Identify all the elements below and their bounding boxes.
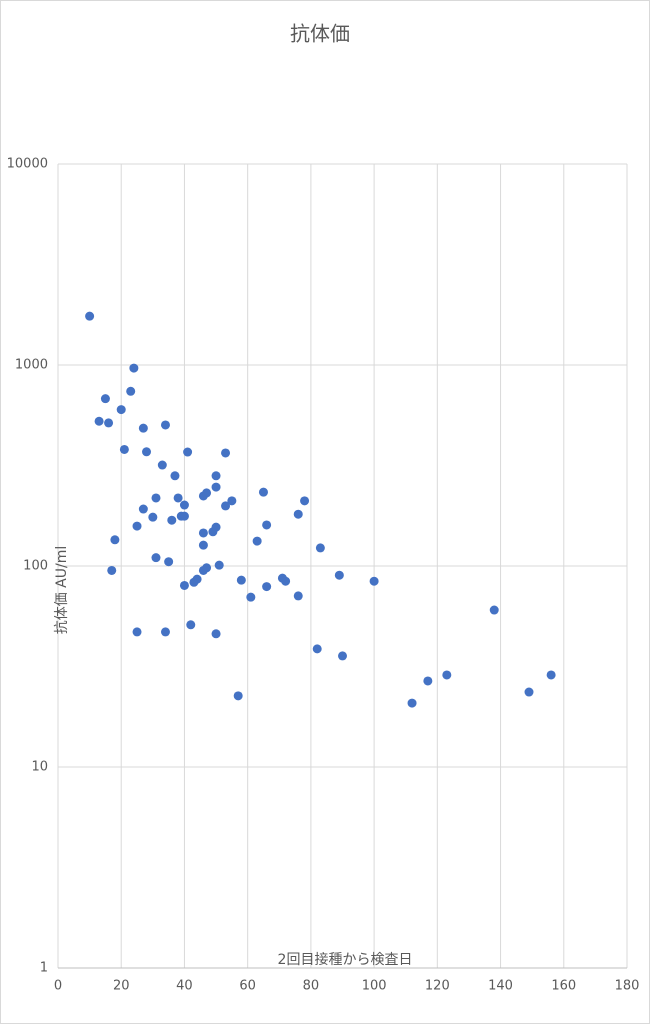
data-point — [211, 471, 221, 481]
data-point — [407, 698, 417, 708]
data-point — [214, 560, 224, 570]
x-axis-label: 2回目接種から検査日 — [278, 951, 413, 968]
data-point — [221, 448, 231, 458]
data-point — [338, 651, 347, 661]
data-point — [129, 363, 139, 373]
data-point — [334, 570, 344, 580]
data-point — [138, 504, 148, 514]
data-point — [489, 605, 499, 615]
data-point — [186, 620, 196, 630]
data-point — [211, 482, 221, 492]
data-point — [258, 487, 268, 497]
data-point — [183, 447, 193, 457]
data-point — [211, 522, 221, 532]
data-point — [293, 509, 303, 519]
data-point — [94, 416, 104, 426]
data-point — [116, 405, 126, 415]
x-tick-label: 160 — [551, 979, 576, 994]
data-point — [315, 543, 325, 553]
data-point — [160, 627, 170, 637]
y-tick-label: 10000 — [7, 157, 48, 172]
data-point — [211, 629, 221, 639]
data-point — [546, 670, 556, 680]
data-point — [170, 471, 180, 481]
data-point — [160, 420, 170, 430]
data-point — [119, 444, 129, 454]
data-point — [107, 565, 117, 575]
data-point — [100, 394, 110, 404]
data-point — [312, 644, 322, 654]
data-point — [423, 676, 433, 686]
data-point — [252, 536, 262, 546]
data-point — [142, 447, 152, 457]
data-point — [179, 500, 189, 510]
data-point — [157, 460, 167, 470]
y-tick-label: 1 — [40, 961, 48, 976]
data-point — [192, 574, 202, 584]
x-tick-label: 20 — [113, 979, 130, 994]
data-point — [132, 521, 142, 531]
x-tick-label: 140 — [488, 979, 513, 994]
x-tick-label: 80 — [303, 979, 320, 994]
data-point — [167, 515, 177, 525]
data-point — [227, 496, 237, 506]
data-point — [126, 386, 136, 396]
data-point — [110, 535, 120, 545]
data-point — [198, 540, 208, 550]
data-point — [173, 493, 183, 503]
x-tick-label: 120 — [425, 979, 450, 994]
data-point — [179, 580, 189, 590]
data-point — [198, 528, 208, 538]
y-tick-label: 100 — [23, 559, 48, 574]
data-point — [138, 423, 148, 433]
data-point — [233, 691, 243, 701]
data-point — [300, 496, 310, 506]
x-tick-label: 0 — [54, 979, 62, 994]
chart-title: 抗体価 — [290, 22, 350, 46]
y-axis-label: 抗体価 AU/ml — [54, 546, 70, 635]
data-point — [85, 311, 95, 321]
data-point — [262, 582, 272, 592]
data-point — [179, 511, 189, 521]
data-point — [369, 576, 379, 586]
data-point — [104, 418, 114, 428]
data-point — [293, 591, 303, 601]
data-point — [132, 627, 142, 637]
data-point — [281, 576, 291, 586]
x-tick-label: 60 — [239, 979, 256, 994]
y-tick-label: 1000 — [15, 358, 48, 373]
data-point — [442, 670, 452, 680]
data-point — [524, 687, 534, 697]
x-tick-label: 100 — [362, 979, 387, 994]
data-point — [164, 557, 174, 567]
x-tick-label: 180 — [615, 979, 640, 994]
data-point — [221, 501, 231, 511]
x-tick-label: 40 — [176, 979, 193, 994]
data-point — [151, 493, 161, 503]
data-point — [236, 575, 246, 585]
data-point — [148, 512, 158, 522]
data-point — [246, 592, 256, 602]
data-point — [202, 563, 212, 573]
data-point — [202, 488, 212, 498]
data-point — [262, 520, 272, 530]
data-point — [151, 553, 161, 563]
y-tick-label: 10 — [31, 760, 48, 775]
